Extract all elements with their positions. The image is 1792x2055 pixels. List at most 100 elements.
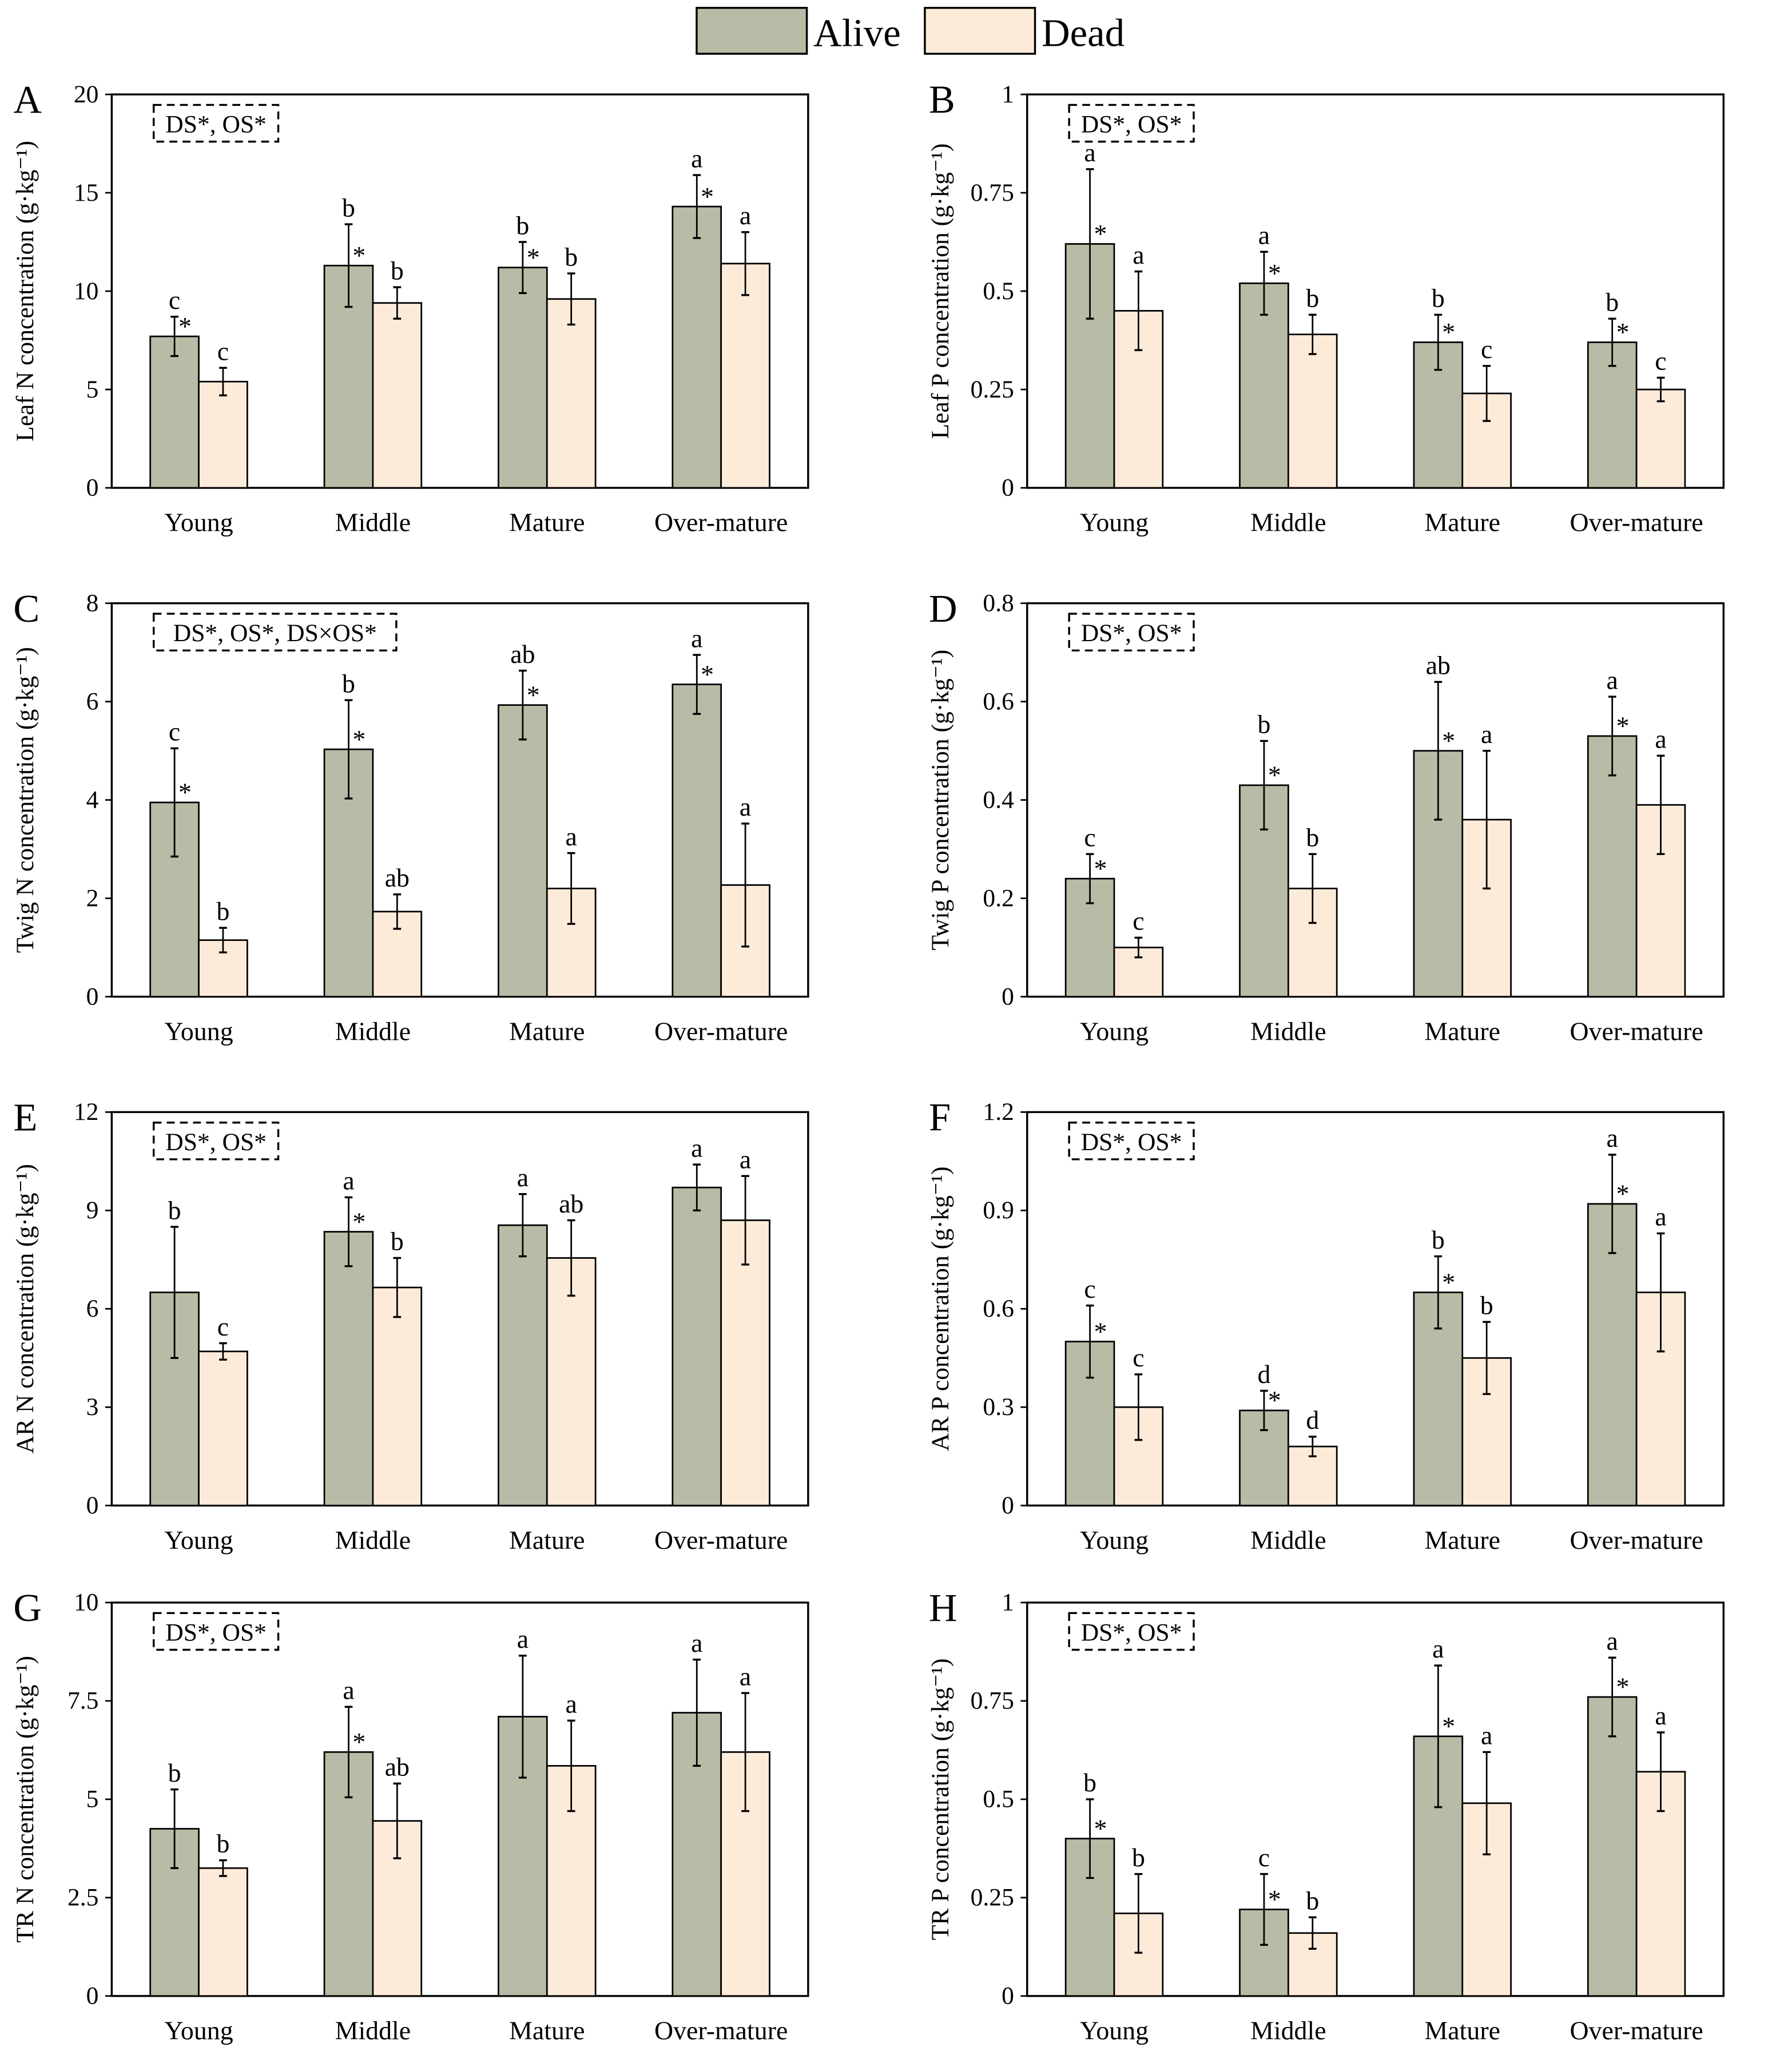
legend: Alive Dead bbox=[696, 7, 1125, 55]
bar-alive bbox=[671, 205, 722, 489]
significance-annotation: DS*, OS* bbox=[152, 1612, 280, 1651]
significance-star: * bbox=[1442, 1712, 1455, 1741]
y-tick-label: 0 bbox=[1002, 983, 1014, 1010]
significance-star: * bbox=[1616, 712, 1630, 741]
bar-dead bbox=[720, 263, 770, 489]
significance-star: * bbox=[1442, 1267, 1455, 1297]
significance-star: * bbox=[1094, 1814, 1107, 1843]
annotation-box bbox=[1068, 104, 1195, 143]
x-tick-label: Mature bbox=[1425, 1525, 1500, 1555]
significance-letter: b bbox=[1132, 1843, 1145, 1872]
significance-letter: a bbox=[1607, 665, 1618, 694]
annotation-text: DS*, OS* bbox=[1081, 1619, 1182, 1646]
significance-letter: d bbox=[1306, 1405, 1319, 1434]
x-tick-label: Middle bbox=[1250, 1016, 1326, 1046]
panel-b: B 0 0.25 0.5 0.75 1 Leaf P concentration (g·kg… bbox=[927, 78, 1725, 537]
y-tick-label: 0.4 bbox=[983, 786, 1014, 813]
significance-star: * bbox=[352, 1207, 365, 1236]
significance-letter: a bbox=[1655, 1202, 1666, 1231]
significance-letter: a bbox=[691, 144, 702, 173]
y-tick-label: 0 bbox=[86, 1982, 99, 2010]
y-tick-label: 10 bbox=[74, 277, 99, 305]
significance-letter: b bbox=[1083, 1768, 1096, 1797]
y-tick-label: 3 bbox=[86, 1393, 99, 1421]
y-tick-label: 0.5 bbox=[983, 277, 1014, 305]
significance-letter: a bbox=[1655, 725, 1666, 754]
panel-d: D 0 0.2 0.4 0.6 0.8 Twig P concentration (g·kg… bbox=[927, 587, 1725, 1046]
y-tick-label: 0.8 bbox=[983, 589, 1014, 617]
x-tick-label: Over-mature bbox=[654, 508, 788, 537]
bar-alive bbox=[323, 1231, 374, 1507]
significance-letter: a bbox=[1481, 720, 1492, 749]
significance-annotation: DS*, OS* bbox=[152, 1122, 280, 1160]
y-tick-label: 1 bbox=[1002, 81, 1014, 108]
y-axis-label: Leaf P concentration (g·kg⁻¹) bbox=[927, 144, 954, 439]
x-tick-label: Over-mature bbox=[1570, 2016, 1703, 2045]
significance-letter: b bbox=[1306, 284, 1319, 313]
legend-label-alive: Alive bbox=[813, 11, 901, 54]
y-tick-label: 15 bbox=[74, 179, 99, 206]
bar-dead bbox=[198, 380, 248, 489]
annotation-box bbox=[152, 1122, 280, 1160]
significance-star: * bbox=[1442, 317, 1455, 347]
significance-star: * bbox=[1268, 1386, 1281, 1415]
panel-label: G bbox=[13, 1586, 42, 1629]
x-tick-label: Young bbox=[164, 1016, 233, 1046]
y-tick-label: 0 bbox=[86, 983, 99, 1010]
panel-c: C 0 2 4 6 8 Twig N concentration (g·kg⁻¹) DS*, … bbox=[11, 587, 809, 1046]
significance-star: * bbox=[701, 659, 714, 689]
significance-letter: c bbox=[1133, 1343, 1144, 1372]
x-tick-label: Middle bbox=[1250, 508, 1326, 537]
x-tick-label: Young bbox=[1080, 508, 1149, 537]
x-tick-label: Over-mature bbox=[654, 1525, 788, 1555]
panel-f: F 0 0.3 0.6 0.9 1.2 AR P concentration (g·kg⁻¹… bbox=[927, 1095, 1725, 1555]
legend-label-dead: Dead bbox=[1042, 11, 1125, 54]
y-axis-label: Twig N concentration (g·kg⁻¹) bbox=[11, 647, 39, 953]
significance-letter: c bbox=[1481, 335, 1492, 364]
y-tick-label: 5 bbox=[86, 1786, 99, 1813]
significance-letter: b bbox=[1606, 287, 1619, 316]
significance-letter: b bbox=[1306, 823, 1319, 852]
significance-annotation: DS*, OS* bbox=[1068, 104, 1195, 143]
y-axis-label: TR P concentration (g·kg⁻¹) bbox=[927, 1658, 954, 1940]
panel-label: C bbox=[13, 587, 39, 630]
panel-e: E 0 3 6 9 12 AR N concentration (g·kg⁻¹) DS*, O… bbox=[11, 1095, 809, 1555]
x-tick-label: Middle bbox=[335, 1016, 411, 1046]
significance-star: * bbox=[701, 182, 714, 211]
significance-annotation: DS*, OS* bbox=[1068, 613, 1195, 652]
significance-letter: a bbox=[566, 822, 577, 851]
x-tick-label: Middle bbox=[335, 508, 411, 537]
significance-star: * bbox=[1268, 761, 1281, 790]
y-tick-label: 0 bbox=[86, 1492, 99, 1519]
bar-alive bbox=[1239, 282, 1289, 489]
annotation-box bbox=[152, 613, 398, 652]
x-tick-label: Over-mature bbox=[654, 1016, 788, 1046]
significance-letter: b bbox=[216, 1829, 229, 1858]
significance-letter: b bbox=[565, 242, 578, 271]
significance-letter: b bbox=[342, 669, 355, 698]
significance-letter: c bbox=[169, 717, 180, 746]
y-tick-label: 0.25 bbox=[971, 376, 1014, 403]
significance-letter: a bbox=[691, 623, 702, 653]
annotation-box bbox=[1068, 613, 1195, 652]
significance-letter: d bbox=[1257, 1360, 1270, 1389]
y-tick-label: 0.75 bbox=[971, 1687, 1014, 1715]
significance-letter: a bbox=[517, 1163, 529, 1192]
y-tick-label: 0.3 bbox=[983, 1393, 1014, 1421]
legend-swatch-dead bbox=[924, 7, 1036, 55]
x-tick-label: Middle bbox=[1250, 2016, 1326, 2045]
y-tick-label: 0.9 bbox=[983, 1197, 1014, 1224]
bar-dead bbox=[1287, 333, 1338, 489]
significance-star: * bbox=[527, 680, 540, 709]
significance-letter: b bbox=[391, 256, 404, 285]
annotation-text: DS*, OS* bbox=[1081, 619, 1182, 647]
significance-letter: b bbox=[1432, 284, 1445, 313]
significance-letter: b bbox=[1306, 1886, 1319, 1915]
significance-letter: ab bbox=[510, 639, 535, 669]
significance-letter: a bbox=[1481, 1721, 1492, 1750]
significance-star: * bbox=[178, 778, 192, 807]
y-tick-label: 1 bbox=[1002, 1589, 1014, 1616]
bar-alive bbox=[1587, 1203, 1638, 1507]
significance-letter: a bbox=[740, 1662, 751, 1691]
bar-alive bbox=[498, 1224, 548, 1507]
